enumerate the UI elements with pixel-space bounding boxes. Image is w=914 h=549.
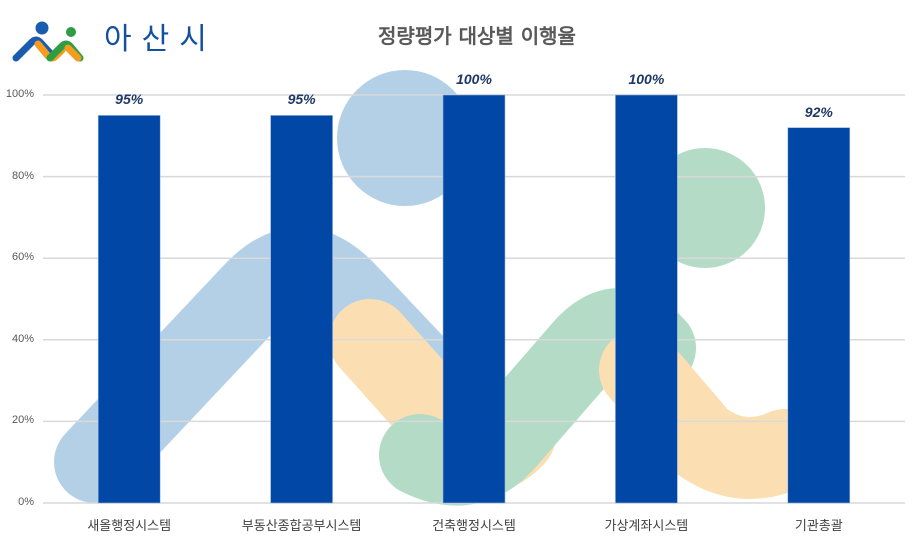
bar xyxy=(442,94,506,504)
y-tick-label: 60% xyxy=(11,251,34,264)
x-category-label: 부동산종합공부시스템 xyxy=(241,519,362,534)
x-category-label: 새올행정시스템 xyxy=(87,519,172,534)
data-label: 95% xyxy=(287,91,316,108)
data-label: 92% xyxy=(804,103,833,120)
bar xyxy=(615,94,678,504)
data-label: 100% xyxy=(456,71,492,87)
bar xyxy=(787,127,851,504)
decor-blue-circle xyxy=(337,70,473,206)
y-tick-label: 40% xyxy=(11,332,34,345)
bar-series xyxy=(97,94,851,504)
background-decoration xyxy=(54,70,826,506)
bar xyxy=(270,115,333,504)
x-category-label: 건축행정시스템 xyxy=(432,519,516,534)
y-tick-label: 100% xyxy=(5,88,34,100)
data-label: 95% xyxy=(115,91,144,108)
x-category-label: 가상계좌시스템 xyxy=(604,519,689,534)
logo-text: 아산시 xyxy=(104,22,217,57)
x-category-label: 기관총괄 xyxy=(794,519,843,534)
asan-city-logo: 아산시 xyxy=(12,16,222,64)
y-tick-label: 80% xyxy=(11,169,34,182)
chart-title: 정량평가 대상별 이행율 xyxy=(378,24,576,48)
decor-orange-stroke-2 xyxy=(599,329,826,499)
asan-city-logo-icon xyxy=(12,21,84,62)
y-tick-label: 0% xyxy=(18,496,34,508)
y-tick-label: 20% xyxy=(11,414,34,427)
data-label: 100% xyxy=(628,71,665,87)
bar xyxy=(97,115,161,504)
